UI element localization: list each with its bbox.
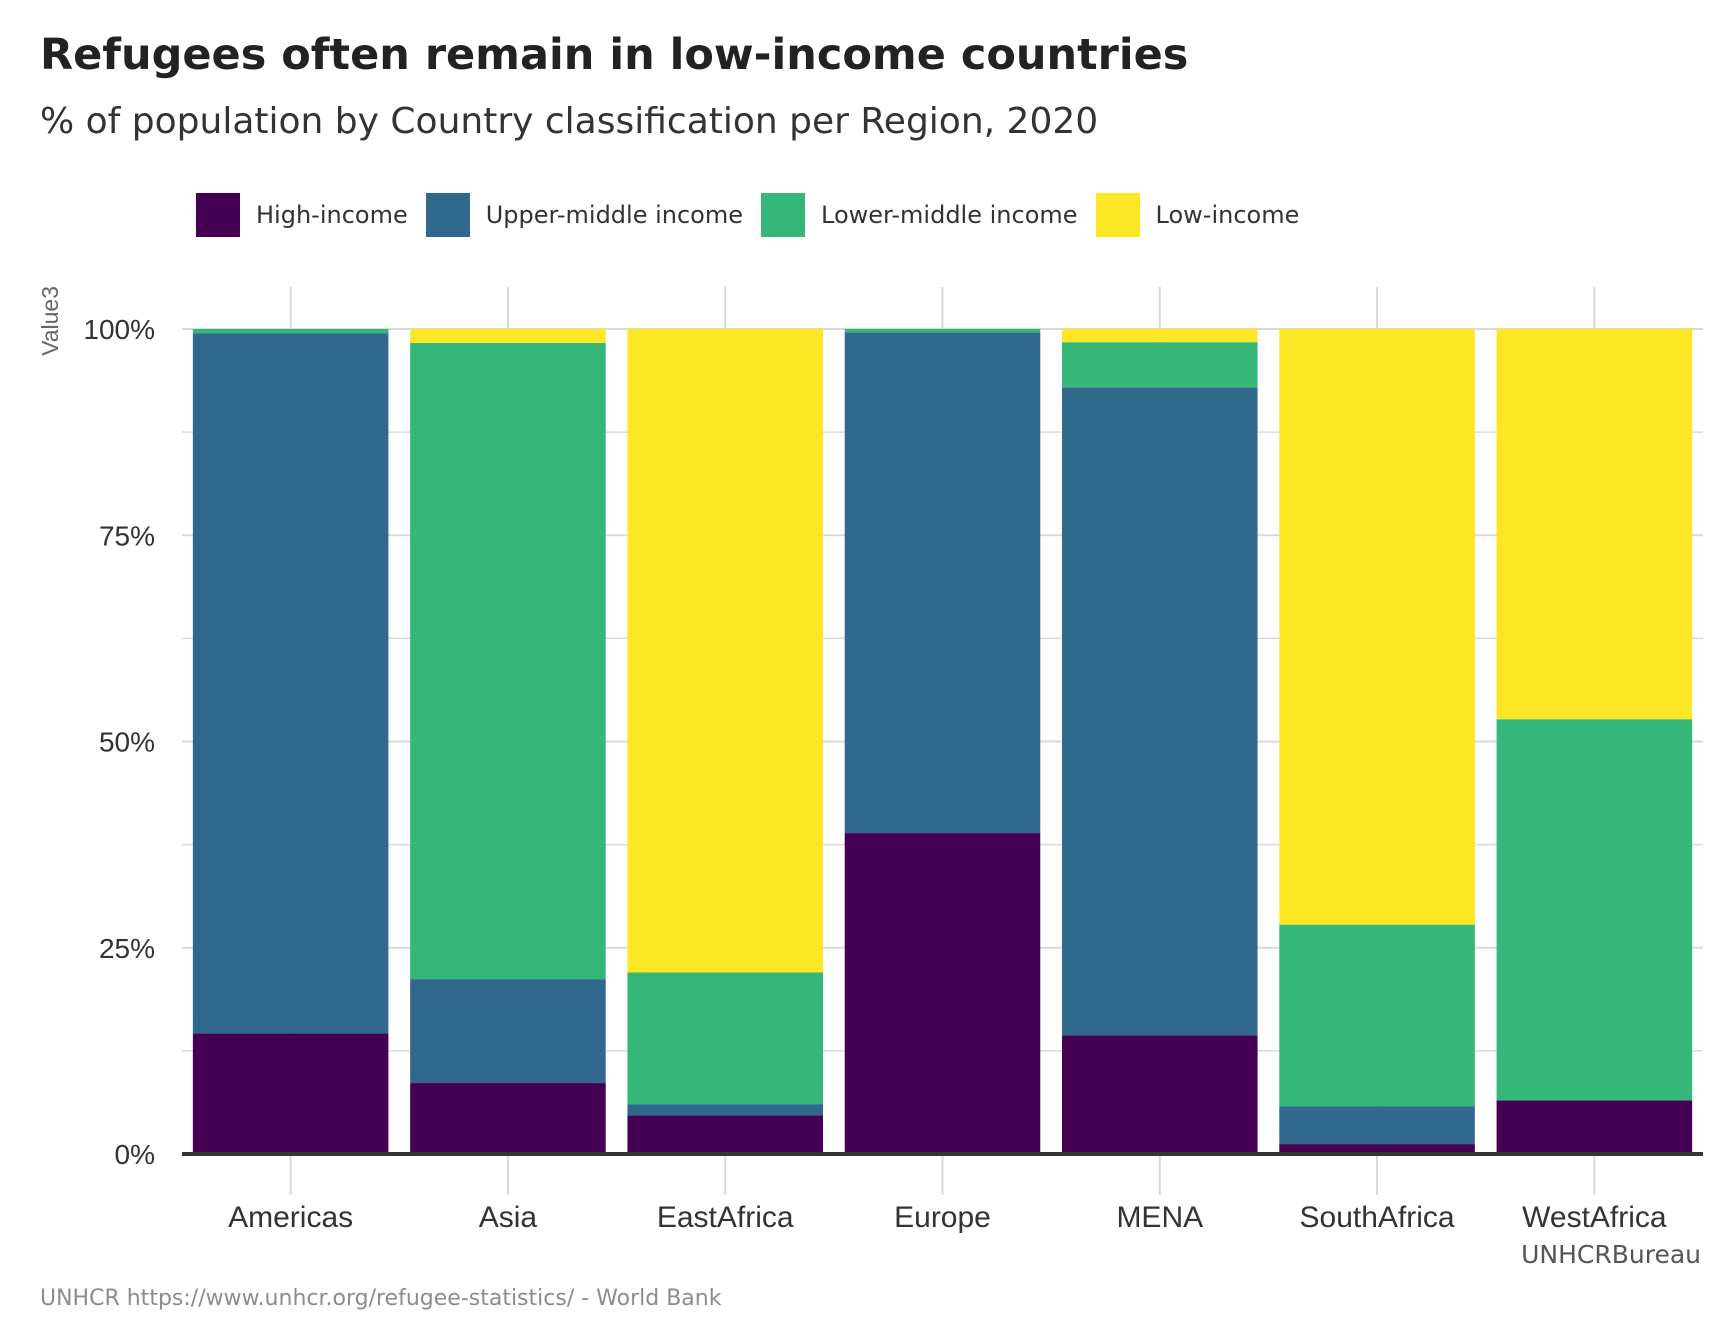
bar-westafrica-high-income <box>1496 1100 1693 1154</box>
x-tick-label-eastafrica: EastAfrica <box>657 1201 794 1234</box>
bar-asia-upper-middle-income <box>410 979 606 1084</box>
bar-mena-lower-middle-income <box>1062 342 1258 388</box>
bar-westafrica-low-income <box>1496 329 1693 720</box>
bar-americas-lower-middle-income <box>192 329 389 334</box>
bar-eastafrica-low-income <box>627 329 823 973</box>
bar-asia-low-income <box>410 329 606 344</box>
chart-subtitle: % of population by Country classificatio… <box>40 101 1099 142</box>
legend-swatch-high-income <box>196 193 240 237</box>
chart-title: Refugees often remain in low-income coun… <box>40 30 1189 80</box>
legend-swatch-low-income <box>1095 193 1140 237</box>
x-tick-label-mena: MENA <box>1116 1201 1203 1234</box>
x-tick-label-americas: Americas <box>228 1201 353 1234</box>
legend-label-high-income: High-income <box>256 201 408 229</box>
bar-asia-high-income <box>410 1083 606 1154</box>
x-tick-label-europe: Europe <box>894 1201 991 1234</box>
y-tick-label: 25% <box>99 933 155 964</box>
bar-eastafrica-high-income <box>627 1115 823 1154</box>
facet-label: UNHCRBureau <box>1521 1240 1701 1269</box>
legend-item-lower-middle-income: Lower-middle income <box>761 193 1078 237</box>
legend-label-lower-middle-income: Lower-middle income <box>821 201 1078 229</box>
legend-item-low-income: Low-income <box>1095 193 1300 237</box>
bar-eastafrica-lower-middle-income <box>627 972 823 1105</box>
bar-southafrica-low-income <box>1279 329 1475 925</box>
legend-item-high-income: High-income <box>196 193 408 237</box>
bar-asia-lower-middle-income <box>410 343 606 980</box>
bar-southafrica-high-income <box>1279 1144 1475 1154</box>
bar-southafrica-lower-middle-income <box>1279 924 1475 1107</box>
bar-americas-high-income <box>192 1033 389 1154</box>
y-tick-label: 100% <box>83 314 155 345</box>
bar-europe-high-income <box>844 833 1041 1154</box>
x-tick-label-westafrica: WestAfrica <box>1522 1201 1667 1234</box>
y-axis-title: Value3 <box>37 286 63 356</box>
y-tick-label: 50% <box>99 727 155 758</box>
bar-southafrica-upper-middle-income <box>1279 1106 1475 1145</box>
legend: High-income Upper-middle income Lower-mi… <box>196 193 1317 237</box>
y-tick-label: 75% <box>99 520 155 551</box>
bar-mena-high-income <box>1062 1035 1258 1154</box>
bar-europe-lower-middle-income <box>844 329 1041 333</box>
legend-swatch-upper-middle-income <box>425 193 470 237</box>
y-tick-label: 0% <box>115 1139 155 1170</box>
bar-westafrica-lower-middle-income <box>1496 719 1693 1101</box>
x-tick-label-southafrica: SouthAfrica <box>1300 1201 1455 1234</box>
bar-mena-low-income <box>1062 329 1258 343</box>
bar-mena-upper-middle-income <box>1062 387 1258 1036</box>
legend-item-upper-middle-income: Upper-middle income <box>425 193 744 237</box>
legend-label-low-income: Low-income <box>1155 201 1300 229</box>
bar-americas-upper-middle-income <box>192 333 389 1034</box>
bar-eastafrica-upper-middle-income <box>627 1104 823 1116</box>
x-tick-label-asia: Asia <box>479 1201 538 1234</box>
legend-swatch-lower-middle-income <box>761 193 806 237</box>
bar-europe-upper-middle-income <box>844 332 1041 834</box>
caption: UNHCR https://www.unhcr.org/refugee-stat… <box>40 1286 722 1311</box>
legend-label-upper-middle-income: Upper-middle income <box>485 201 744 229</box>
